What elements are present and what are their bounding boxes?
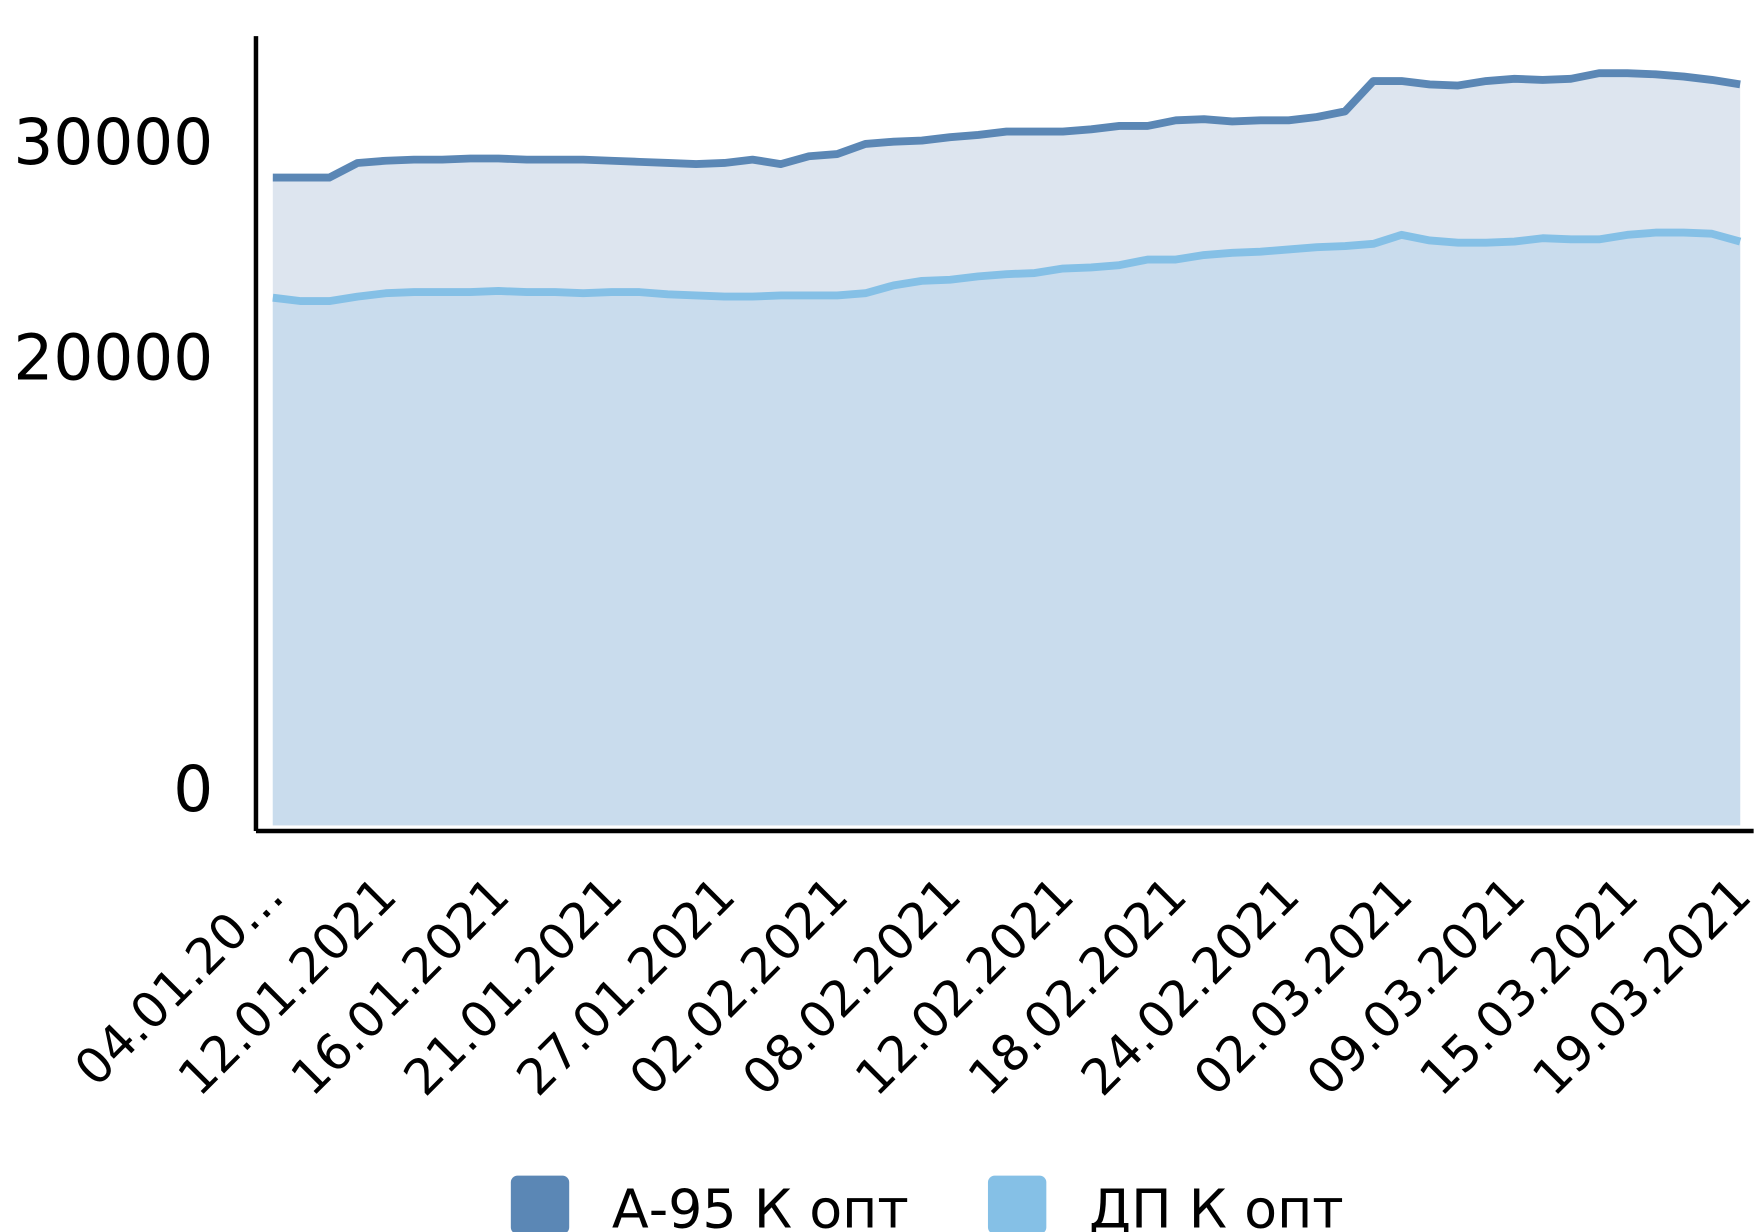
series-line xyxy=(272,228,1742,306)
series-line xyxy=(272,69,1741,182)
y-tick-label: 20000 xyxy=(13,322,213,395)
area-fill xyxy=(272,232,1741,826)
legend-label: А-95 К опт xyxy=(612,1177,909,1232)
legend-swatch xyxy=(510,1175,570,1232)
y-tick-label: 30000 xyxy=(13,106,213,179)
y-tick-label: 0 xyxy=(173,753,213,826)
legend-swatch xyxy=(987,1175,1047,1232)
legend-label: ДП К опт xyxy=(1089,1177,1344,1232)
